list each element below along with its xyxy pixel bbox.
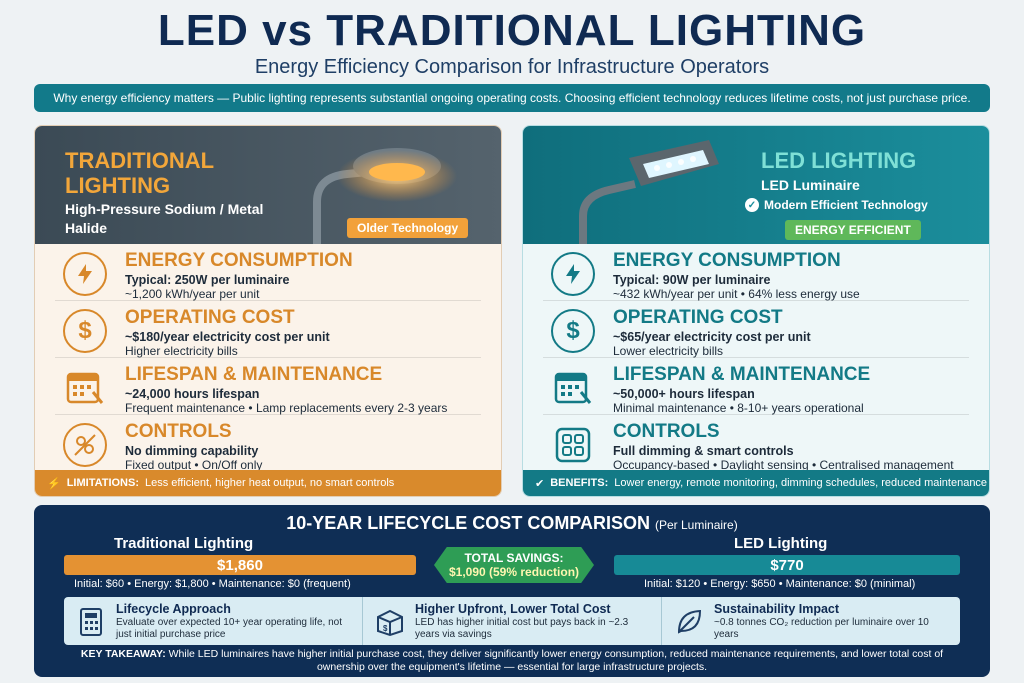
page-subtitle: Energy Efficiency Comparison for Infrast…	[254, 56, 770, 78]
traditional-panel: TRADITIONAL LIGHTING High-Pressure Sodiu…	[34, 125, 502, 497]
row-detail: Full dimming & smart controls	[613, 444, 794, 458]
traditional-header: TRADITIONAL LIGHTING High-Pressure Sodiu…	[35, 126, 501, 244]
row-heading: ENERGY CONSUMPTION	[125, 250, 353, 271]
lightning-icon	[551, 252, 595, 296]
row-detail: Frequent maintenance • Lamp replacements…	[125, 401, 448, 415]
check-circle-icon: ✔	[535, 477, 545, 490]
sustainability-card: Sustainability Impact ~0.8 tonnes CO₂ re…	[662, 597, 960, 645]
traditional-cost-label: Traditional Lighting	[114, 535, 254, 552]
row-detail: ~1,200 kWh/year per unit	[125, 287, 260, 301]
upfront-cost-card: $ Higher Upfront, Lower Total Cost LED h…	[363, 597, 662, 645]
traditional-controls-row: CONTROLS No dimming capability Fixed out…	[55, 415, 481, 472]
row-detail: No dimming capability	[125, 444, 259, 458]
warning-icon: ⚡	[47, 477, 61, 490]
intro-banner: Why energy efficiency matters — Public l…	[34, 84, 990, 112]
benefits-footer: ✔ BENEFITS: Lower energy, remote monitor…	[523, 470, 989, 496]
limitations-footer: ⚡ LIMITATIONS: Less efficient, higher he…	[35, 470, 501, 496]
total-savings-label: TOTAL SAVINGS:	[464, 551, 564, 565]
check-icon: ✓	[745, 198, 759, 212]
row-detail: ~24,000 hours lifespan	[125, 387, 260, 401]
sodium-streetlamp-icon	[313, 148, 457, 244]
led-header: LED LIGHTING LED Luminaire ✓ Modern Effi…	[523, 126, 989, 244]
info-title: Higher Upfront, Lower Total Cost	[415, 602, 611, 616]
led-cost-row: $ OPERATING COST ~$65/year electricity c…	[543, 301, 969, 358]
led-subtitle: LED Luminaire	[761, 177, 860, 193]
led-cost-breakdown: Initial: $120 • Energy: $650 • Maintenan…	[644, 578, 916, 590]
led-controls-row: CONTROLS Full dimming & smart controls O…	[543, 415, 969, 472]
led-streetlamp-icon	[579, 140, 719, 244]
key-takeaway-label: KEY TAKEAWAY:	[80, 648, 166, 660]
older-technology-badge: Older Technology	[347, 218, 469, 238]
limitations-text: Less efficient, higher heat output, no s…	[145, 477, 395, 489]
no-dimming-icon	[63, 423, 107, 467]
dollar-icon: $	[63, 309, 107, 353]
info-title: Lifecycle Approach	[116, 602, 231, 616]
limitations-label: LIMITATIONS:	[66, 477, 140, 489]
info-bar: Lifecycle Approach Evaluate over expecte…	[64, 597, 960, 645]
lifecycle-section: 10-YEAR LIFECYCLE COST COMPARISON (Per L…	[34, 505, 990, 677]
calculator-icon	[80, 608, 102, 636]
energy-efficient-badge: ENERGY EFFICIENT	[785, 220, 921, 240]
led-cost-bar: $770	[614, 555, 960, 575]
smart-controls-icon	[551, 423, 595, 467]
row-heading: OPERATING COST	[125, 307, 295, 328]
led-lifespan-row: LIFESPAN & MAINTENANCE ~50,000+ hours li…	[543, 358, 969, 415]
money-box-icon: $	[377, 609, 403, 637]
lifecycle-title-note: (Per Luminaire)	[655, 518, 738, 532]
led-cost-label: LED Lighting	[734, 535, 828, 552]
lightning-icon	[63, 252, 107, 296]
row-detail: ~$180/year electricity cost per unit	[125, 330, 330, 344]
row-detail: ~$65/year electricity cost per unit	[613, 330, 811, 344]
row-detail: Lower electricity bills	[613, 344, 724, 358]
row-detail: Fixed output • On/Off only	[125, 458, 263, 472]
info-desc: Evaluate over expected 10+ year operatin…	[116, 617, 342, 640]
intro-banner-text: Why energy efficiency matters — Public l…	[53, 91, 971, 105]
traditional-rows: ENERGY CONSUMPTION Typical: 250W per lum…	[35, 244, 501, 472]
key-takeaway-text: While LED luminaires have higher initial…	[168, 648, 944, 673]
modern-technology-line: ✓ Modern Efficient Technology	[745, 198, 928, 212]
lifecycle-approach-card: Lifecycle Approach Evaluate over expecte…	[64, 597, 363, 645]
led-energy-row: ENERGY CONSUMPTION Typical: 90W per lumi…	[543, 244, 969, 301]
total-savings-value: $1,090 (59% reduction)	[448, 565, 580, 579]
leaf-icon	[677, 609, 702, 634]
traditional-energy-row: ENERGY CONSUMPTION Typical: 250W per lum…	[55, 244, 481, 301]
modern-technology-text: Modern Efficient Technology	[764, 198, 928, 212]
traditional-title: TRADITIONAL LIGHTING	[65, 148, 214, 198]
calendar-wrench-icon	[63, 366, 107, 410]
benefits-label: BENEFITS:	[550, 477, 609, 489]
row-heading: ENERGY CONSUMPTION	[613, 250, 841, 271]
row-detail: Occupancy-based • Daylight sensing • Cen…	[613, 458, 954, 472]
traditional-cost-breakdown: Initial: $60 • Energy: $1,800 • Maintena…	[74, 578, 351, 590]
row-detail: Typical: 90W per luminaire	[613, 273, 771, 287]
info-desc: ~0.8 tonnes CO₂ reduction per luminaire …	[714, 617, 929, 640]
calendar-wrench-icon	[551, 366, 595, 410]
benefits-text: Lower energy, remote monitoring, dimming…	[614, 477, 988, 489]
traditional-lifespan-row: LIFESPAN & MAINTENANCE ~24,000 hours lif…	[55, 358, 481, 415]
row-detail: Typical: 250W per luminaire	[125, 273, 290, 287]
row-heading: LIFESPAN & MAINTENANCE	[125, 364, 383, 385]
svg-text:$: $	[383, 624, 388, 633]
traditional-cost-bar: $1,860	[64, 555, 416, 575]
lifecycle-title: 10-YEAR LIFECYCLE COST COMPARISON (Per L…	[34, 513, 990, 534]
lifecycle-title-text: 10-YEAR LIFECYCLE COST COMPARISON	[286, 513, 650, 533]
row-detail: ~432 kWh/year per unit • 64% less energy…	[613, 287, 860, 301]
key-takeaway: KEY TAKEAWAY: While LED luminaires have …	[64, 648, 960, 674]
traditional-cost-row: $ OPERATING COST ~$180/year electricity …	[55, 301, 481, 358]
led-title: LED LIGHTING	[761, 148, 917, 173]
dollar-icon: $	[551, 309, 595, 353]
info-title: Sustainability Impact	[714, 602, 840, 616]
led-rows: ENERGY CONSUMPTION Typical: 90W per lumi…	[523, 244, 989, 472]
info-desc: LED has higher initial cost but pays bac…	[415, 617, 629, 640]
row-detail: ~50,000+ hours lifespan	[613, 387, 755, 401]
row-heading: OPERATING COST	[613, 307, 783, 328]
traditional-subtitle: High-Pressure Sodium / Metal Halide	[65, 201, 264, 236]
row-heading: LIFESPAN & MAINTENANCE	[613, 364, 871, 385]
row-heading: CONTROLS	[125, 421, 232, 442]
row-heading: CONTROLS	[613, 421, 720, 442]
row-detail: Higher electricity bills	[125, 344, 238, 358]
row-detail: Minimal maintenance • 8-10+ years operat…	[613, 401, 864, 415]
total-savings-badge: TOTAL SAVINGS: $1,090 (59% reduction)	[434, 547, 594, 583]
page-title: LED vs TRADITIONAL LIGHTING	[157, 6, 867, 55]
led-panel: LED LIGHTING LED Luminaire ✓ Modern Effi…	[522, 125, 990, 497]
